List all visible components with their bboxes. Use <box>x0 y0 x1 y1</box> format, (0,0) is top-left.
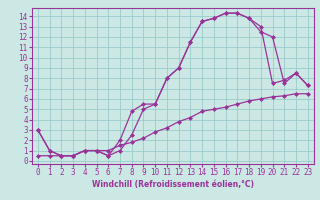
X-axis label: Windchill (Refroidissement éolien,°C): Windchill (Refroidissement éolien,°C) <box>92 180 254 189</box>
